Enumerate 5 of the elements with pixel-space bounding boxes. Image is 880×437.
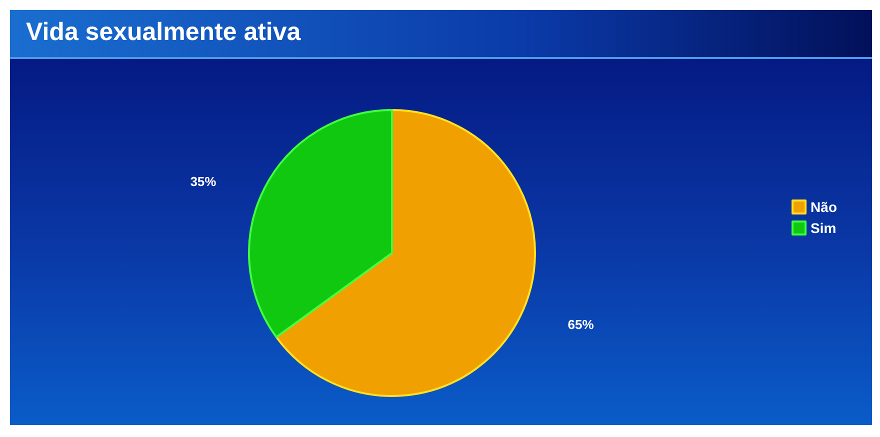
data-label: 65% (568, 317, 594, 332)
chart-title: Vida sexualmente ativa (26, 18, 301, 47)
legend-label: Sim (810, 220, 836, 236)
legend-label: Não (810, 199, 838, 215)
data-label: 35% (190, 174, 217, 189)
